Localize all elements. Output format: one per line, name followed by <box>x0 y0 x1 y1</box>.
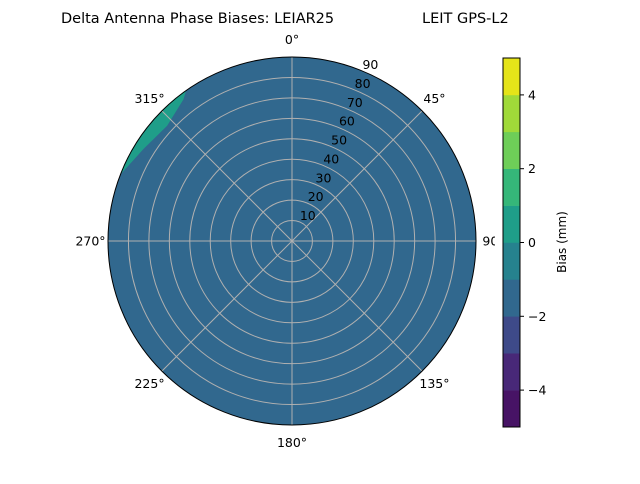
colorbar-band <box>503 205 520 243</box>
polar-frame <box>107 56 477 426</box>
angular-gridline <box>161 240 293 372</box>
colorbar-band <box>503 316 520 354</box>
angular-gridline <box>291 240 423 372</box>
angular-tick-label: 315° <box>134 91 164 106</box>
radial-tick-label: 70 <box>347 95 363 110</box>
radial-tick-label: 90 <box>362 57 378 72</box>
angular-tick-label: 0° <box>285 32 299 47</box>
radial-tick-label: 80 <box>355 76 371 91</box>
colorbar-tick-label: −2 <box>528 309 546 324</box>
colorbar-band <box>503 390 520 428</box>
colorbar-band <box>503 353 520 391</box>
chart-title-left: Delta Antenna Phase Biases: LEIAR25 <box>61 11 334 27</box>
colorbar-bands <box>503 58 520 428</box>
radial-tick-label: 30 <box>316 170 332 185</box>
colorbar-band <box>503 58 520 96</box>
colorbar-tick-label: 0 <box>528 235 536 250</box>
colorbar-band <box>503 94 520 133</box>
radial-tick-label: 40 <box>323 151 339 166</box>
angular-tick-label: 225° <box>134 376 164 391</box>
radial-tick-label: 20 <box>308 189 324 204</box>
angular-tick-label: 135° <box>419 376 449 391</box>
angular-gridline <box>161 110 293 242</box>
colorbar-tick-label: 4 <box>528 87 536 102</box>
colorbar-tick-label: −4 <box>528 383 546 398</box>
polar-axes: 0°45°90°135°180°225°270°315° 10203040506… <box>75 32 504 450</box>
colorbar: 4 2 0 −2 −4 Bias (mm) <box>495 50 569 440</box>
colorbar-band <box>503 168 520 206</box>
colorbar-tick-label: 2 <box>528 161 536 176</box>
angular-tick-label: 45° <box>423 91 445 106</box>
angular-tick-label: 180° <box>277 435 307 450</box>
chart-title-right: LEIT GPS-L2 <box>422 11 509 27</box>
angular-tick-labels: 0°45°90°135°180°225°270°315° <box>75 32 504 450</box>
polar-grid <box>108 57 476 425</box>
angular-tick-label: 270° <box>75 234 105 249</box>
radial-tick-label: 50 <box>331 133 347 148</box>
colorbar-band <box>503 242 520 280</box>
radial-tick-label: 10 <box>300 208 316 223</box>
colorbar-ticks: 4 2 0 −2 −4 <box>520 87 546 398</box>
angular-gridline <box>291 110 423 242</box>
radial-tick-label: 60 <box>339 114 355 129</box>
radial-tick-labels: 10 20 30 40 50 60 70 80 90 <box>300 57 379 223</box>
colorbar-band <box>503 279 520 317</box>
colorbar-label: Bias (mm) <box>555 211 569 273</box>
colorbar-band <box>503 131 520 169</box>
